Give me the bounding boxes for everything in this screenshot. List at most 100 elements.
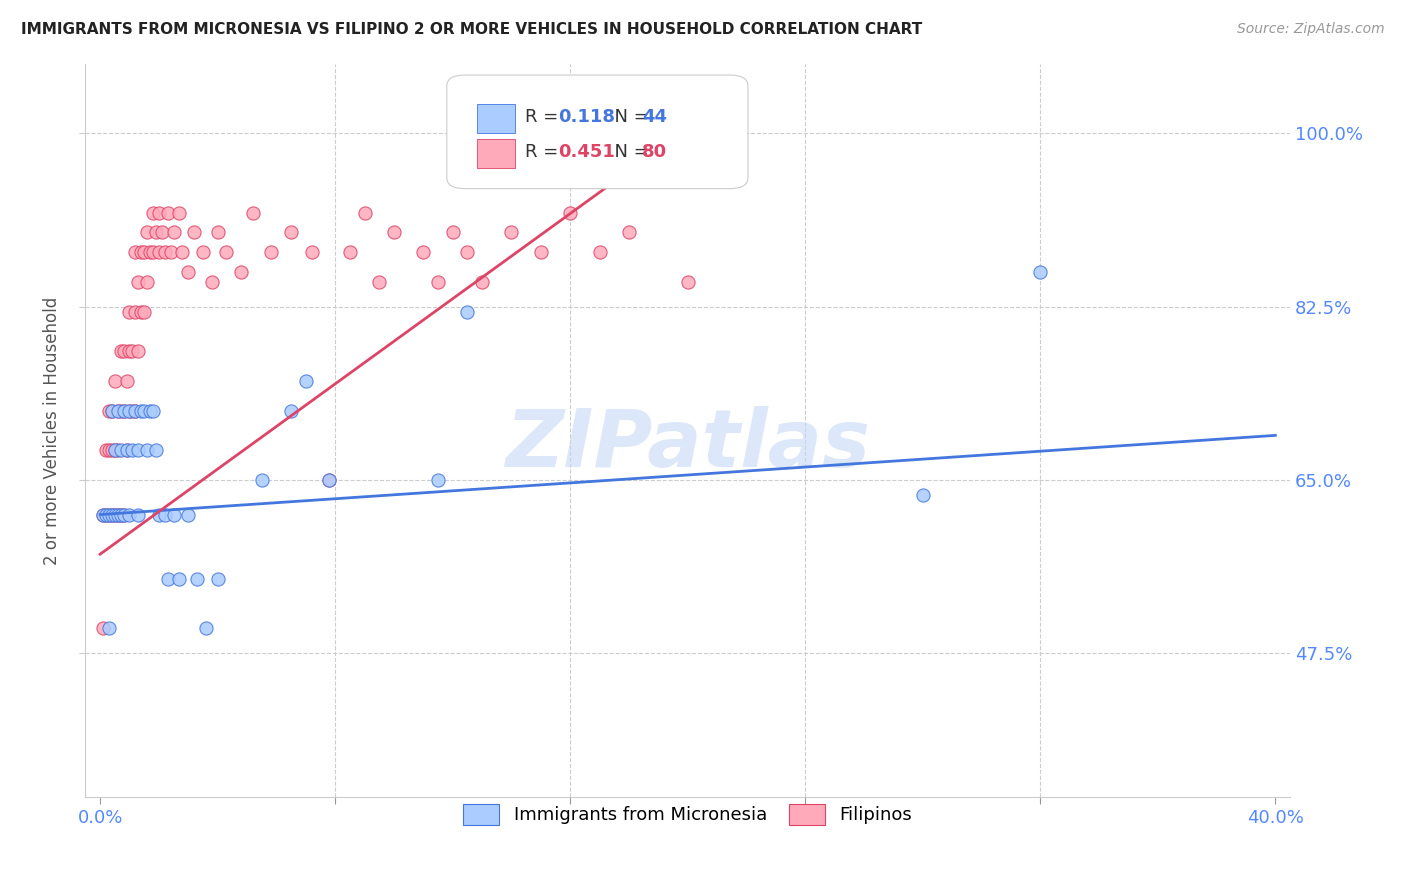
- Point: [501, 226, 523, 240]
- Point: [156, 572, 179, 586]
- Point: [142, 403, 165, 417]
- Text: N =: N =: [603, 108, 655, 126]
- Legend: Immigrants from Micronesia, Filipinos: Immigrants from Micronesia, Filipinos: [453, 793, 922, 836]
- Point: [134, 403, 156, 417]
- Point: [115, 443, 138, 458]
- Point: [94, 443, 117, 458]
- Text: N =: N =: [603, 143, 655, 161]
- Point: [382, 226, 405, 240]
- Point: [124, 304, 146, 318]
- Point: [121, 344, 143, 359]
- Point: [471, 275, 494, 289]
- Point: [118, 344, 141, 359]
- Point: [112, 403, 135, 417]
- Point: [112, 508, 135, 522]
- Point: [148, 245, 170, 260]
- Point: [129, 245, 152, 260]
- Point: [139, 245, 162, 260]
- Point: [153, 245, 176, 260]
- Point: [112, 403, 135, 417]
- Point: [94, 508, 117, 522]
- Point: [127, 344, 149, 359]
- Point: [148, 508, 170, 522]
- Point: [136, 443, 159, 458]
- Point: [127, 275, 149, 289]
- Text: Source: ZipAtlas.com: Source: ZipAtlas.com: [1237, 22, 1385, 37]
- Point: [118, 304, 141, 318]
- Point: [156, 205, 179, 219]
- Point: [124, 403, 146, 417]
- Y-axis label: 2 or more Vehicles in Household: 2 or more Vehicles in Household: [44, 296, 60, 565]
- Point: [112, 508, 135, 522]
- Point: [201, 275, 224, 289]
- Point: [142, 245, 165, 260]
- Text: ZIPatlas: ZIPatlas: [505, 406, 870, 484]
- Point: [118, 403, 141, 417]
- Point: [134, 245, 156, 260]
- Point: [97, 403, 120, 417]
- Point: [110, 508, 132, 522]
- Point: [101, 403, 124, 417]
- Point: [101, 403, 124, 417]
- Point: [112, 344, 135, 359]
- Point: [301, 245, 323, 260]
- Text: IMMIGRANTS FROM MICRONESIA VS FILIPINO 2 OR MORE VEHICLES IN HOUSEHOLD CORRELATI: IMMIGRANTS FROM MICRONESIA VS FILIPINO 2…: [21, 22, 922, 37]
- Point: [207, 226, 229, 240]
- Point: [101, 443, 124, 458]
- Point: [150, 226, 173, 240]
- Point: [110, 508, 132, 522]
- Point: [242, 205, 264, 219]
- Point: [617, 226, 640, 240]
- Text: 0.118: 0.118: [558, 108, 614, 126]
- Point: [169, 205, 191, 219]
- Point: [121, 403, 143, 417]
- Point: [215, 245, 238, 260]
- Point: [191, 245, 214, 260]
- Point: [97, 508, 120, 522]
- Point: [107, 508, 129, 522]
- Point: [427, 275, 450, 289]
- Point: [339, 245, 361, 260]
- Point: [121, 443, 143, 458]
- Point: [139, 403, 162, 417]
- Point: [115, 443, 138, 458]
- Point: [104, 508, 127, 522]
- Point: [1029, 265, 1052, 279]
- Point: [104, 443, 127, 458]
- Point: [107, 508, 129, 522]
- Point: [172, 245, 194, 260]
- Point: [186, 572, 208, 586]
- Point: [250, 473, 273, 487]
- Point: [107, 403, 129, 417]
- Point: [127, 508, 149, 522]
- Point: [97, 622, 120, 636]
- Point: [101, 508, 124, 522]
- Point: [441, 226, 464, 240]
- Point: [115, 374, 138, 388]
- Point: [97, 508, 120, 522]
- Text: R =: R =: [524, 143, 564, 161]
- Point: [194, 622, 217, 636]
- Point: [134, 304, 156, 318]
- Point: [136, 275, 159, 289]
- Point: [159, 245, 181, 260]
- Point: [353, 205, 375, 219]
- FancyBboxPatch shape: [477, 139, 516, 168]
- Point: [911, 488, 934, 502]
- Point: [162, 226, 184, 240]
- Point: [91, 508, 114, 522]
- Point: [94, 508, 117, 522]
- Point: [145, 443, 167, 458]
- Point: [129, 403, 152, 417]
- Point: [412, 245, 434, 260]
- Point: [588, 245, 610, 260]
- FancyBboxPatch shape: [477, 103, 516, 133]
- Point: [177, 265, 200, 279]
- Point: [676, 275, 699, 289]
- FancyBboxPatch shape: [447, 75, 748, 188]
- Text: R =: R =: [524, 108, 564, 126]
- Point: [162, 508, 184, 522]
- Point: [183, 226, 205, 240]
- Point: [177, 508, 200, 522]
- Point: [153, 508, 176, 522]
